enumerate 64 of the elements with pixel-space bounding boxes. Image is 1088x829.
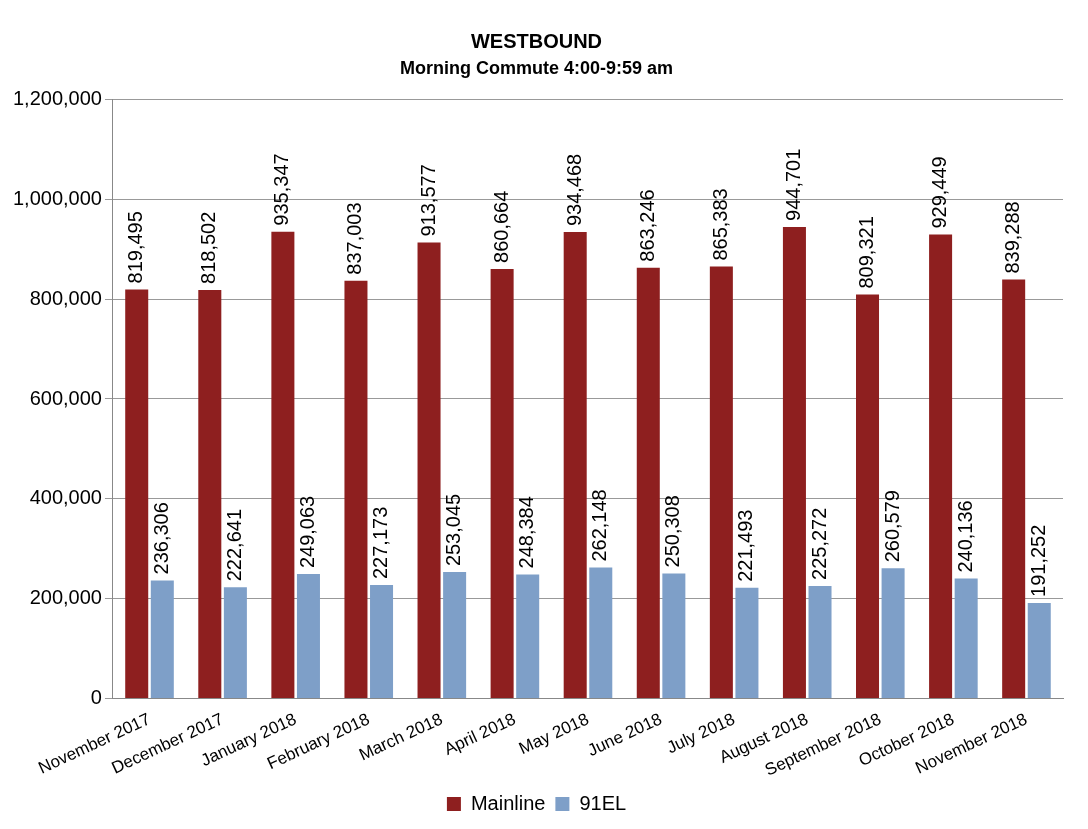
data-label: 934,468	[562, 153, 585, 227]
bar	[782, 226, 806, 698]
data-label: 262,148	[588, 489, 611, 562]
bar	[125, 289, 149, 698]
data-label: 865,383	[708, 188, 731, 261]
data-label: 913,577	[416, 164, 439, 237]
data-label: 222,641	[222, 509, 245, 582]
bar	[636, 267, 660, 698]
bar	[563, 232, 587, 698]
legend-label: Mainline	[470, 791, 546, 814]
data-label: 929,449	[928, 156, 951, 229]
data-label: 809,321	[855, 216, 878, 289]
bar	[370, 585, 394, 698]
bar	[417, 242, 441, 698]
data-label: 236,306	[149, 502, 172, 575]
bar	[516, 574, 540, 698]
data-label: 225,272	[807, 507, 830, 580]
bar	[296, 574, 320, 698]
data-label: 819,495	[124, 211, 147, 284]
chart-title: WESTBOUND	[470, 29, 603, 52]
y-tick-label: 800,000	[29, 286, 102, 309]
x-tick-label: April 2018	[441, 709, 519, 759]
bar	[198, 289, 222, 698]
y-tick-label: 400,000	[29, 486, 102, 509]
data-label: 863,246	[635, 189, 658, 262]
bar	[856, 294, 880, 698]
bar	[881, 568, 905, 698]
data-label: 191,252	[1026, 524, 1049, 597]
bar	[735, 587, 759, 698]
data-label: 944,701	[781, 148, 804, 221]
data-label: 250,308	[661, 495, 684, 568]
y-tick-label: 600,000	[29, 386, 102, 409]
bar	[223, 587, 247, 698]
legend-label: 91EL	[579, 791, 627, 814]
data-label: 227,173	[369, 506, 392, 580]
bar	[662, 573, 686, 698]
bar	[150, 580, 174, 698]
data-label: 935,347	[270, 153, 293, 226]
data-label: 839,288	[1001, 201, 1024, 274]
bar	[589, 567, 613, 698]
bar	[344, 280, 368, 698]
bar	[443, 572, 467, 698]
data-label: 253,045	[442, 493, 465, 567]
y-tick-label: 200,000	[29, 586, 102, 609]
bar	[1002, 279, 1026, 698]
data-label: 837,003	[343, 202, 366, 275]
bar	[954, 578, 978, 698]
bar	[808, 585, 832, 698]
bar	[1027, 602, 1051, 698]
bar	[929, 234, 953, 698]
chart-subtitle: Morning Commute 4:00-9:59 am	[399, 57, 674, 78]
y-tick-label: 0	[90, 685, 102, 708]
data-label: 860,664	[489, 190, 512, 263]
y-tick-label: 1,200,000	[12, 87, 102, 110]
data-label: 221,493	[734, 509, 757, 582]
bar	[709, 266, 733, 698]
y-tick-label: 1,000,000	[12, 186, 102, 209]
data-label: 260,579	[880, 490, 903, 563]
bar	[490, 268, 514, 698]
data-label: 249,063	[295, 495, 318, 569]
data-label: 248,384	[515, 496, 538, 569]
data-label: 818,502	[197, 211, 220, 284]
bar	[271, 231, 295, 698]
data-label: 240,136	[953, 500, 976, 573]
